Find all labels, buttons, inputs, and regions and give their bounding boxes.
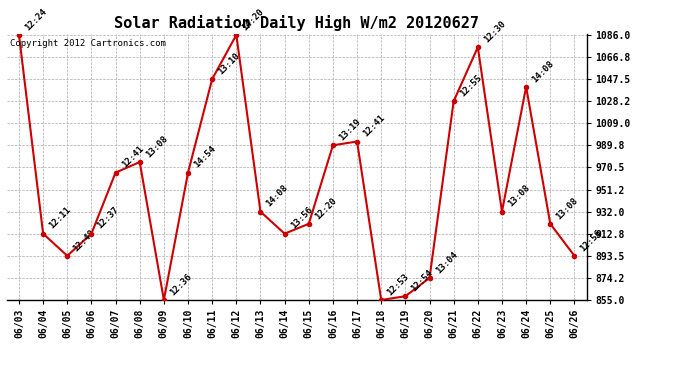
Text: 12:54: 12:54 (410, 268, 435, 293)
Text: 12:24: 12:24 (23, 7, 48, 32)
Text: Copyright 2012 Cartronics.com: Copyright 2012 Cartronics.com (10, 39, 166, 48)
Text: 12:20: 12:20 (313, 196, 338, 221)
Text: 12:30: 12:30 (482, 19, 507, 44)
Text: 13:10: 13:10 (217, 51, 241, 76)
Text: 13:08: 13:08 (506, 183, 531, 209)
Text: 12:53: 12:53 (386, 272, 411, 297)
Text: 12:41: 12:41 (120, 144, 145, 170)
Text: 12:11: 12:11 (48, 206, 72, 231)
Text: 14:54: 14:54 (193, 144, 217, 170)
Text: 14:08: 14:08 (265, 183, 290, 209)
Text: 12:41: 12:41 (362, 113, 386, 139)
Title: Solar Radiation Daily High W/m2 20120627: Solar Radiation Daily High W/m2 20120627 (115, 15, 479, 31)
Text: 13:08: 13:08 (555, 196, 580, 221)
Text: 12:37: 12:37 (96, 206, 121, 231)
Text: 13:08: 13:08 (144, 134, 169, 159)
Text: 12:48: 12:48 (72, 228, 97, 253)
Text: 13:04: 13:04 (434, 250, 459, 275)
Text: 12:36: 12:36 (168, 272, 193, 297)
Text: 12:56: 12:56 (579, 228, 604, 253)
Text: 13:56: 13:56 (289, 206, 314, 231)
Text: 14:08: 14:08 (531, 58, 555, 84)
Text: 14:20: 14:20 (241, 7, 266, 32)
Text: 12:55: 12:55 (458, 73, 483, 99)
Text: 13:19: 13:19 (337, 117, 362, 142)
